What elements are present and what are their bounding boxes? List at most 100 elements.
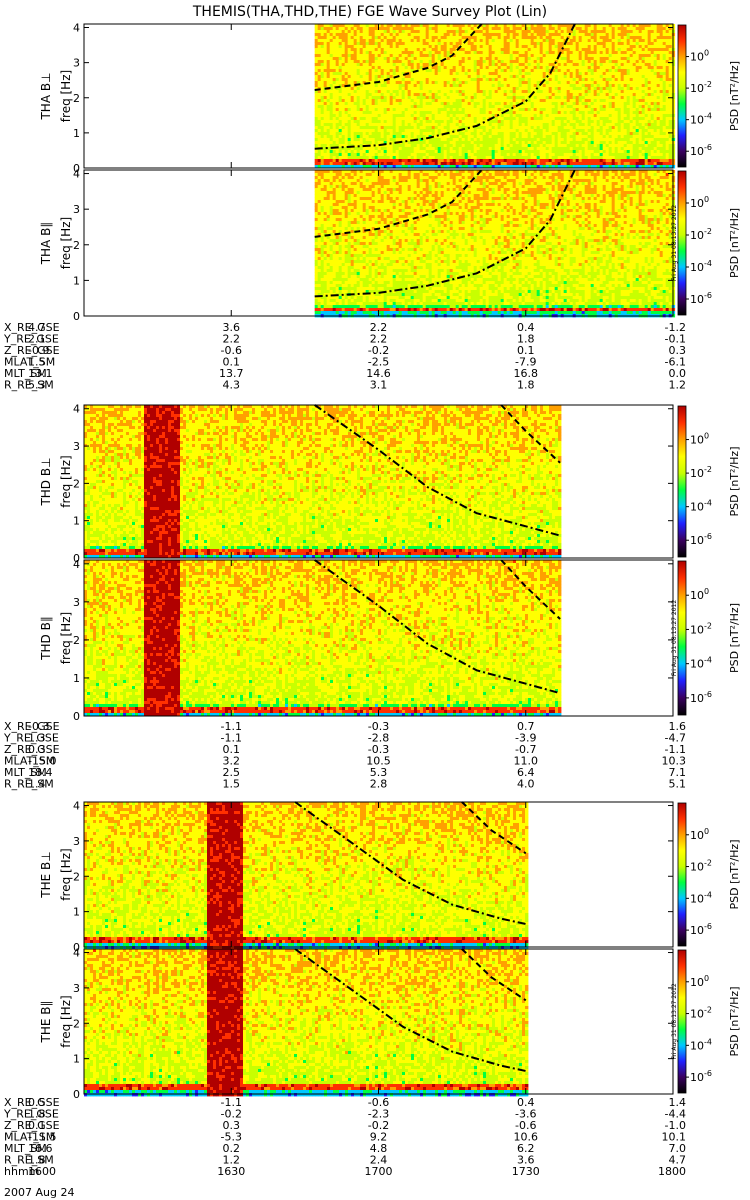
colorbar-label: PSD [nT²/Hz] <box>728 603 741 673</box>
y-tick-label: 0 <box>73 310 80 323</box>
y-tick-label: 2 <box>73 634 80 647</box>
panel-label: THE B⊥ <box>39 851 53 898</box>
panel-label: THA B∥ <box>39 222 53 266</box>
y-tick-label: 3 <box>73 440 80 453</box>
y-tick-label: 4 <box>73 800 80 813</box>
colorbar <box>678 171 686 315</box>
ephemeris-value: 5.1 <box>669 778 687 791</box>
freq-axis-label: freq [Hz] <box>59 848 73 900</box>
ephemeris-value: 1700 <box>365 1165 393 1178</box>
colorbar-label: PSD [nT²/Hz] <box>728 839 741 909</box>
colorbar-tick-label: 10-6 <box>690 143 712 158</box>
colorbar-tick-label: 10-6 <box>690 1069 712 1084</box>
ephemeris-value: 1.4 <box>28 778 46 791</box>
freq-axis-label: freq [Hz] <box>59 217 73 269</box>
y-tick-label: 0 <box>73 1088 80 1101</box>
ephemeris-value: 1.8 <box>517 379 535 392</box>
colorbar-tick-label: 10-4 <box>690 499 712 514</box>
freq-axis-label: freq [Hz] <box>59 995 73 1047</box>
colorbar-tick-label: 10-6 <box>690 291 712 306</box>
colorbar-tick-label: 10-2 <box>690 80 712 95</box>
spectrogram-cells <box>315 170 675 317</box>
y-tick-label: 4 <box>73 947 80 960</box>
y-tick-label: 4 <box>73 22 80 35</box>
colorbar-tick-label: 100 <box>690 49 709 64</box>
generation-stamp: Fri Aug 31 08:13:27 2012 <box>671 205 678 282</box>
ephemeris-value: 1.5 <box>223 778 241 791</box>
ephemeris-value: 4.0 <box>517 778 535 791</box>
colorbar-tick-label: 100 <box>690 432 709 447</box>
colorbar-tick-label: 10-6 <box>690 532 712 547</box>
y-tick-label: 1 <box>73 274 80 287</box>
colorbar-tick-label: 10-6 <box>690 922 712 937</box>
y-tick-label: 3 <box>73 596 80 609</box>
spectrogram-cells <box>84 405 561 558</box>
colorbar <box>678 950 686 1093</box>
y-tick-label: 2 <box>73 92 80 105</box>
spectrogram-cells <box>84 802 528 949</box>
y-tick-label: 3 <box>73 982 80 995</box>
ephemeris-value: 4.3 <box>223 379 241 392</box>
y-tick-label: 3 <box>73 835 80 848</box>
panel-label: THA B⊥ <box>39 72 53 120</box>
ephemeris-value: 1600 <box>28 1165 56 1178</box>
y-tick-label: 1 <box>73 515 80 528</box>
ephemeris-value: 1.2 <box>669 379 687 392</box>
panel-label: THD B⊥ <box>39 457 53 506</box>
colorbar <box>678 25 686 167</box>
colorbar-tick-label: 10-4 <box>690 259 712 274</box>
y-tick-label: 1 <box>73 672 80 685</box>
colorbar-label: PSD [nT²/Hz] <box>728 986 741 1056</box>
colorbar-tick-label: 100 <box>690 587 709 602</box>
y-tick-label: 4 <box>73 558 80 571</box>
ephemeris-value: 5.3 <box>28 379 46 392</box>
generation-stamp: Fri Aug 31 08:13:27 2012 <box>671 983 678 1060</box>
freq-axis-label: freq [Hz] <box>59 70 73 122</box>
figure-title: THEMIS(THA,THD,THE) FGE Wave Survey Plot… <box>192 4 547 20</box>
colorbar-tick-label: 10-6 <box>690 690 712 705</box>
colorbar-tick-label: 10-4 <box>690 890 712 905</box>
y-tick-label: 3 <box>73 203 80 216</box>
y-tick-label: 1 <box>73 906 80 919</box>
colorbar <box>678 803 686 946</box>
colorbar-tick-label: 10-4 <box>690 1037 712 1052</box>
ephemeris-value: 3.1 <box>370 379 388 392</box>
colorbar-tick-label: 100 <box>690 827 709 842</box>
ephemeris-value: 1730 <box>512 1165 540 1178</box>
y-tick-label: 1 <box>73 127 80 140</box>
y-tick-label: 4 <box>73 403 80 416</box>
ephemeris-value: 2.8 <box>370 778 388 791</box>
spectrogram-cells <box>84 560 561 716</box>
colorbar-tick-label: 10-4 <box>690 112 712 127</box>
colorbar-label: PSD [nT²/Hz] <box>728 446 741 516</box>
freq-axis-label: freq [Hz] <box>59 455 73 507</box>
panel-label: THD B∥ <box>39 616 53 661</box>
y-tick-label: 2 <box>73 870 80 883</box>
colorbar <box>678 406 686 557</box>
spectrogram-cells <box>315 24 675 168</box>
ephemeris-value: 1630 <box>217 1165 245 1178</box>
colorbar-tick-label: 100 <box>690 974 709 989</box>
colorbar-label: PSD [nT²/Hz] <box>728 208 741 278</box>
y-tick-label: 3 <box>73 57 80 70</box>
colorbar-tick-label: 100 <box>690 195 709 210</box>
colorbar-label: PSD [nT²/Hz] <box>728 61 741 131</box>
freq-axis-label: freq [Hz] <box>59 612 73 664</box>
y-tick-label: 2 <box>73 239 80 252</box>
colorbar-tick-label: 10-2 <box>690 227 712 242</box>
colorbar-tick-label: 10-2 <box>690 465 712 480</box>
colorbar-tick-label: 10-2 <box>690 1006 712 1021</box>
y-tick-label: 1 <box>73 1053 80 1066</box>
colorbar-tick-label: 10-2 <box>690 859 712 874</box>
y-tick-label: 2 <box>73 477 80 490</box>
colorbar-tick-label: 10-2 <box>690 621 712 636</box>
